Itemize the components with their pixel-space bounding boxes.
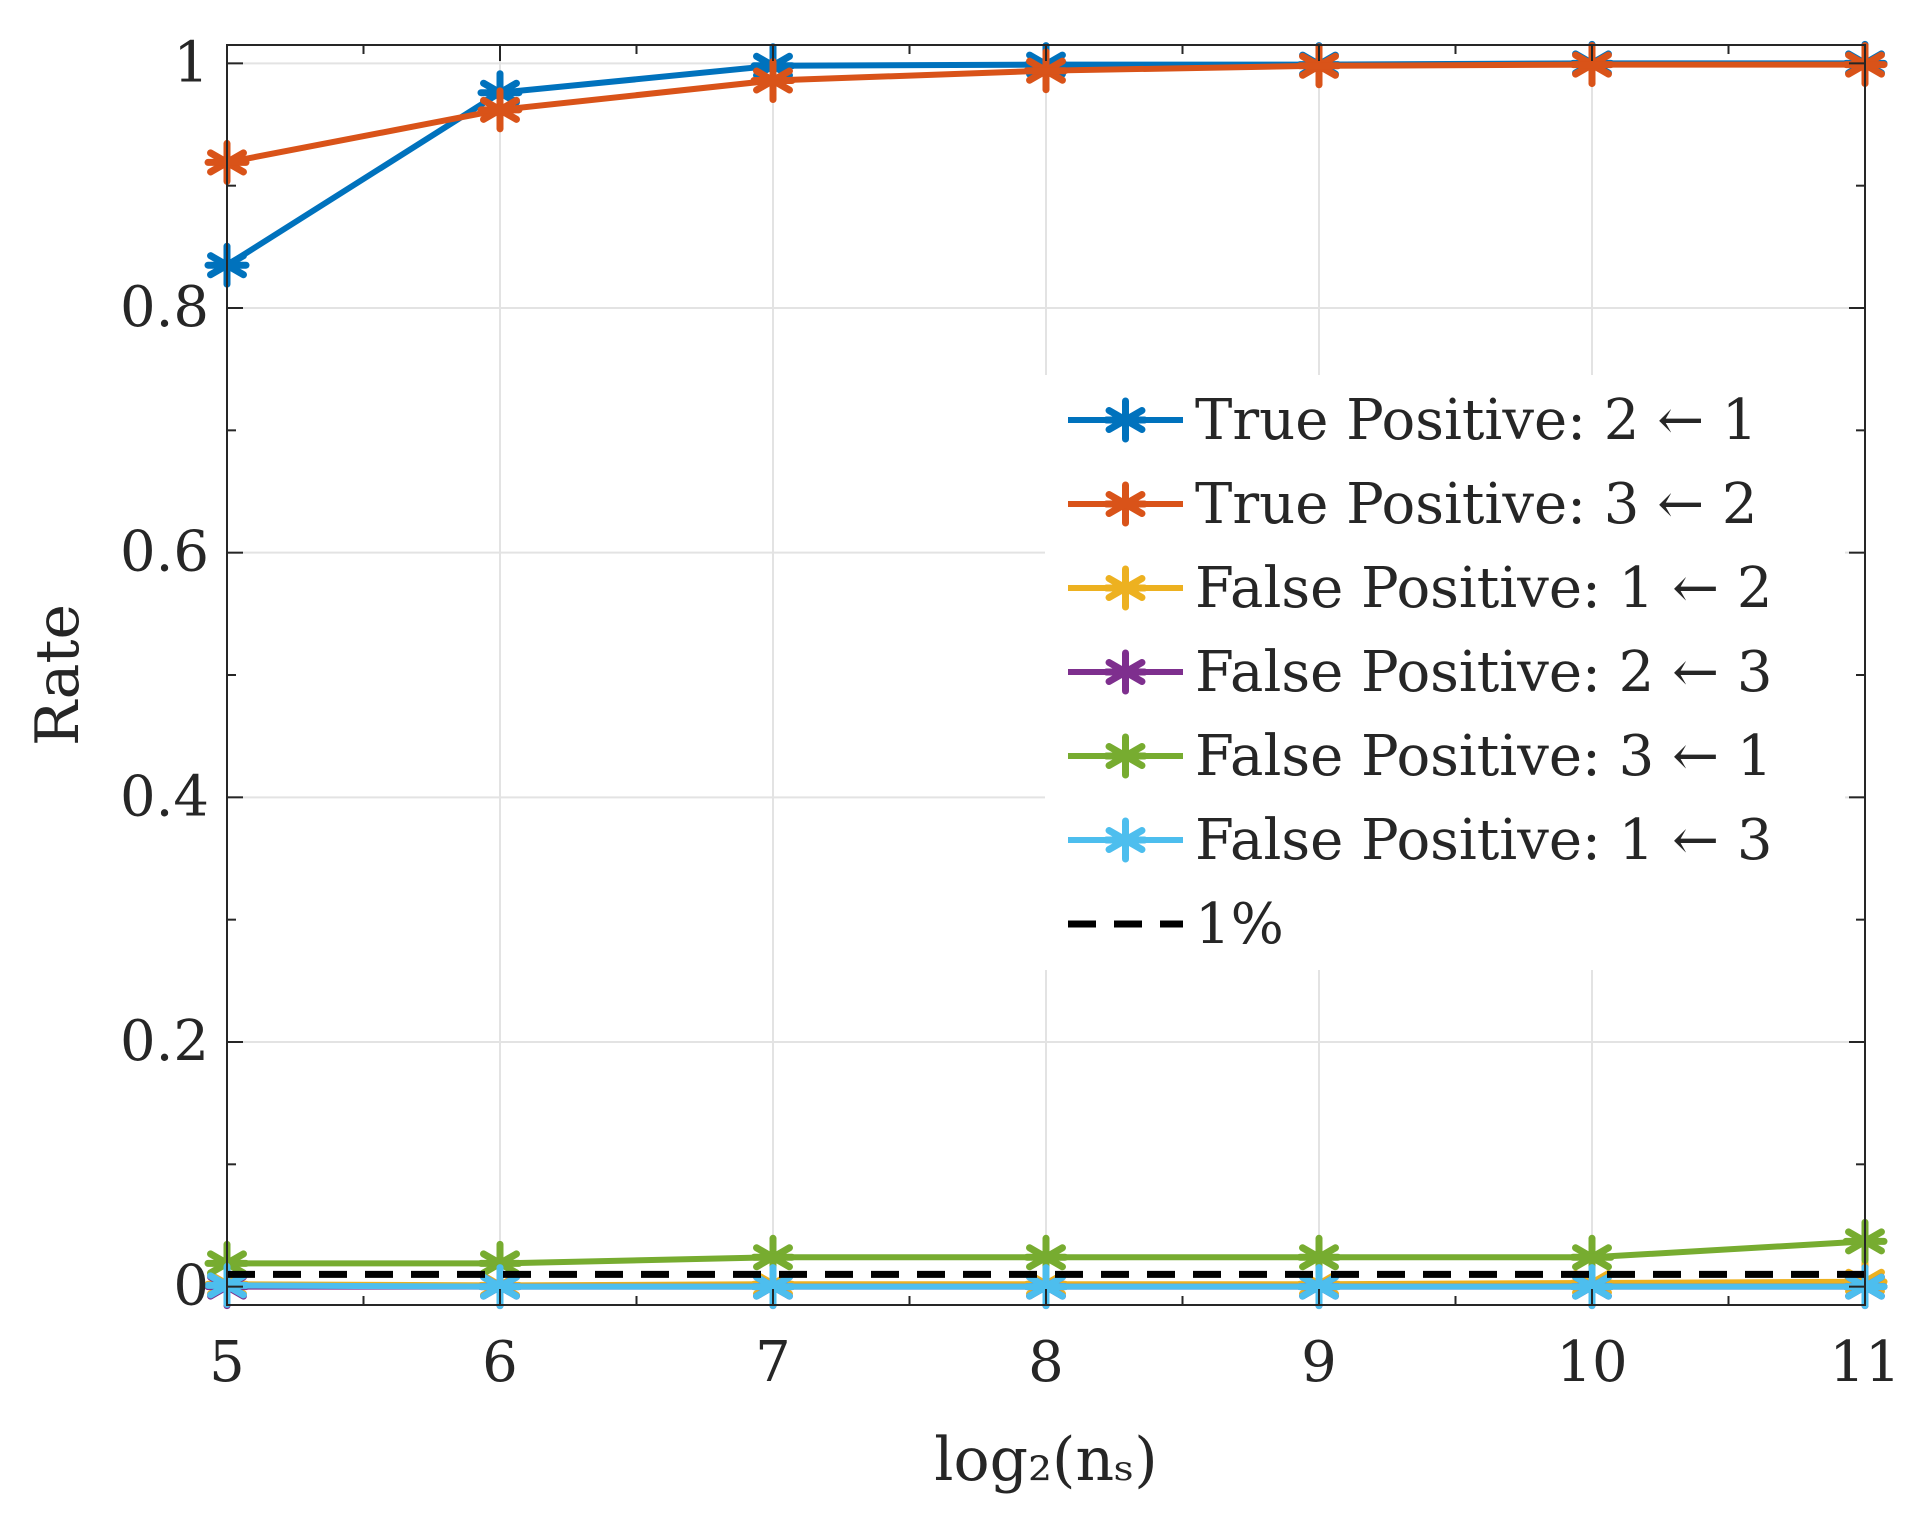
legend-marker (1103, 733, 1148, 779)
y-tick-label: 0.6 (120, 520, 209, 585)
axis-ticks (226, 45, 1866, 1305)
data-point (750, 57, 796, 103)
legend-item: False Positive: 1 ← 3 (1068, 808, 1772, 873)
x-tick-label: 6 (482, 1330, 518, 1395)
legend-marker (1103, 817, 1148, 863)
legend-label: True Positive: 3 ← 2 (1195, 472, 1758, 537)
y-tick-label: 1 (173, 30, 209, 95)
legend-marker (1103, 565, 1148, 611)
y-axis-label: Rate (23, 604, 93, 746)
legend-label: False Positive: 1 ← 2 (1195, 556, 1772, 621)
legend: True Positive: 2 ← 1 True Positive: 3 ← 2… (1045, 375, 1845, 970)
x-tick-label: 11 (1829, 1330, 1900, 1395)
legend-label: False Positive: 2 ← 3 (1195, 640, 1772, 705)
legend-item: True Positive: 3 ← 2 (1068, 472, 1758, 537)
x-axis-label: log₂(nₛ) (934, 1425, 1157, 1495)
legend-label: 1% (1195, 892, 1284, 957)
legend-item: False Positive: 1 ← 2 (1068, 556, 1772, 621)
y-tick-label: 0.4 (120, 764, 209, 829)
x-tick-label: 8 (1028, 1330, 1064, 1395)
y-tick-label: 0.2 (120, 1009, 209, 1074)
tick-labels: 5 6 7 8 9 10 11 0 0.2 0.4 0.6 0.8 1 (120, 30, 1901, 1395)
legend-label: False Positive: 3 ← 1 (1195, 724, 1772, 789)
legend-item: False Positive: 3 ← 1 (1068, 724, 1772, 789)
legend-marker (1103, 481, 1148, 527)
legend-label: True Positive: 2 ← 1 (1195, 388, 1758, 453)
legend-item: True Positive: 2 ← 1 (1068, 388, 1758, 453)
legend-marker (1103, 397, 1148, 443)
data-point (477, 87, 523, 133)
legend-item: False Positive: 2 ← 3 (1068, 640, 1772, 705)
x-tick-label: 9 (1301, 1330, 1337, 1395)
legend-marker (1103, 649, 1148, 695)
y-tick-label: 0.8 (120, 275, 209, 340)
x-tick-label: 10 (1556, 1330, 1627, 1395)
x-tick-label: 7 (755, 1330, 791, 1395)
legend-item: 1% (1068, 892, 1284, 957)
y-tick-label: 0 (173, 1254, 209, 1319)
x-tick-label: 5 (209, 1330, 245, 1395)
legend-label: False Positive: 1 ← 3 (1195, 808, 1772, 873)
